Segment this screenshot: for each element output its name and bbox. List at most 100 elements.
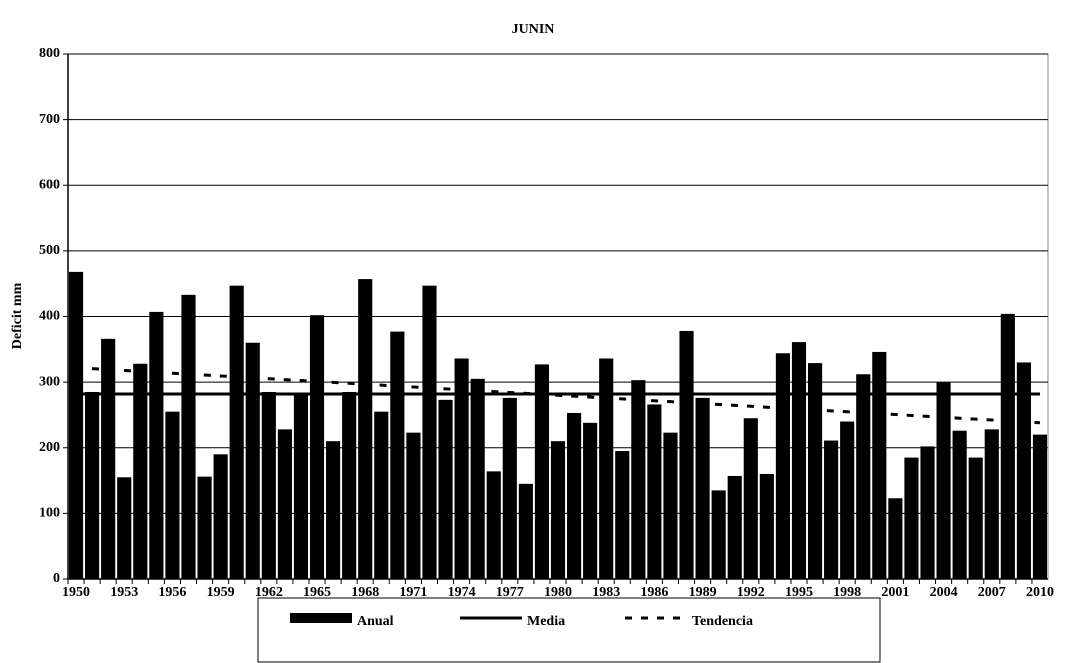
bar bbox=[85, 391, 100, 579]
x-tick-label: 1983 bbox=[592, 585, 620, 600]
bar bbox=[599, 358, 614, 579]
bar bbox=[695, 397, 710, 579]
x-tick-label: 1953 bbox=[110, 585, 138, 600]
bar bbox=[936, 382, 951, 579]
bar bbox=[984, 429, 999, 579]
bar bbox=[454, 358, 469, 579]
x-tick-label: 1956 bbox=[158, 585, 186, 600]
bar bbox=[550, 441, 566, 579]
bar bbox=[920, 446, 935, 579]
x-tick-label: 1974 bbox=[448, 585, 476, 600]
y-tick-label: 500 bbox=[39, 243, 60, 258]
x-tick-label: 1986 bbox=[640, 585, 668, 600]
bar bbox=[1000, 313, 1015, 579]
bar bbox=[149, 311, 164, 579]
y-tick-label: 300 bbox=[39, 374, 60, 389]
legend-label: Tendencia bbox=[692, 614, 753, 629]
bar bbox=[824, 440, 839, 579]
bar bbox=[775, 353, 790, 579]
bar bbox=[679, 330, 694, 579]
bar bbox=[406, 432, 421, 579]
y-tick-label: 0 bbox=[53, 571, 60, 586]
x-tick-label: 2001 bbox=[881, 585, 909, 600]
bar bbox=[486, 471, 501, 579]
x-tick-label: 1992 bbox=[737, 585, 765, 600]
bar bbox=[309, 315, 325, 579]
bar bbox=[791, 342, 807, 579]
bar bbox=[133, 363, 148, 579]
bar bbox=[358, 279, 373, 579]
x-tick-label: 2007 bbox=[978, 585, 1006, 600]
x-tick-label: 1989 bbox=[689, 585, 717, 600]
bar bbox=[968, 457, 983, 579]
legend-label: Media bbox=[527, 614, 565, 629]
bar bbox=[101, 338, 116, 579]
bar bbox=[743, 418, 758, 579]
bar bbox=[117, 477, 132, 579]
bar bbox=[374, 411, 389, 579]
bar bbox=[293, 392, 309, 579]
y-tick-label: 800 bbox=[39, 46, 60, 61]
bar bbox=[165, 411, 180, 579]
bar bbox=[229, 285, 244, 579]
legend-box bbox=[257, 597, 881, 663]
bar bbox=[711, 490, 726, 579]
y-tick-label: 600 bbox=[39, 177, 60, 192]
x-tick-label: 1965 bbox=[303, 585, 331, 600]
x-tick-label: 1998 bbox=[833, 585, 861, 600]
bar bbox=[422, 285, 437, 579]
bar bbox=[904, 457, 919, 579]
x-tick-label: 1995 bbox=[785, 585, 813, 600]
bar bbox=[856, 374, 871, 579]
bar bbox=[390, 331, 405, 579]
y-axis-label: Deficit mm bbox=[10, 282, 25, 349]
bar bbox=[840, 421, 855, 579]
bar bbox=[245, 342, 260, 579]
bar bbox=[181, 294, 196, 579]
x-tick-label: 1980 bbox=[544, 585, 572, 600]
bar bbox=[197, 476, 212, 579]
x-tick-label: 2004 bbox=[930, 585, 958, 600]
bar bbox=[342, 391, 357, 579]
y-tick-label: 400 bbox=[39, 309, 60, 324]
bar bbox=[647, 404, 662, 579]
bar bbox=[518, 483, 533, 579]
bar bbox=[727, 475, 742, 579]
legend-swatch bbox=[290, 613, 352, 623]
y-tick-label: 200 bbox=[39, 440, 60, 455]
bar bbox=[277, 429, 292, 579]
bar bbox=[502, 397, 517, 579]
bar bbox=[583, 422, 598, 579]
x-tick-label: 1962 bbox=[255, 585, 283, 600]
x-tick-label: 1971 bbox=[399, 585, 427, 600]
x-tick-label: 2010 bbox=[1026, 585, 1054, 600]
x-tick-label: 1959 bbox=[207, 585, 235, 600]
trend-line bbox=[75, 366, 1041, 425]
bar bbox=[952, 430, 967, 579]
y-tick-label: 700 bbox=[39, 112, 60, 127]
y-tick-label: 100 bbox=[39, 506, 60, 521]
chart-title: JUNIN bbox=[512, 22, 555, 37]
bar bbox=[759, 474, 774, 579]
bar bbox=[663, 432, 678, 579]
bar bbox=[438, 399, 453, 579]
bar bbox=[326, 441, 341, 579]
x-tick-label: 1950 bbox=[62, 585, 90, 600]
bar bbox=[566, 412, 582, 579]
bar bbox=[534, 364, 550, 579]
bar bbox=[1032, 434, 1048, 579]
bar bbox=[213, 454, 228, 579]
bar bbox=[68, 271, 84, 579]
bar bbox=[807, 363, 823, 579]
bar bbox=[888, 498, 903, 579]
bar bbox=[631, 380, 646, 579]
bar bbox=[1016, 362, 1031, 579]
bar bbox=[615, 451, 630, 579]
x-tick-label: 1977 bbox=[496, 585, 524, 600]
legend-label: Anual bbox=[357, 614, 394, 629]
x-tick-label: 1968 bbox=[351, 585, 379, 600]
bar bbox=[470, 378, 485, 579]
bar bbox=[872, 351, 887, 579]
bar bbox=[261, 391, 276, 579]
